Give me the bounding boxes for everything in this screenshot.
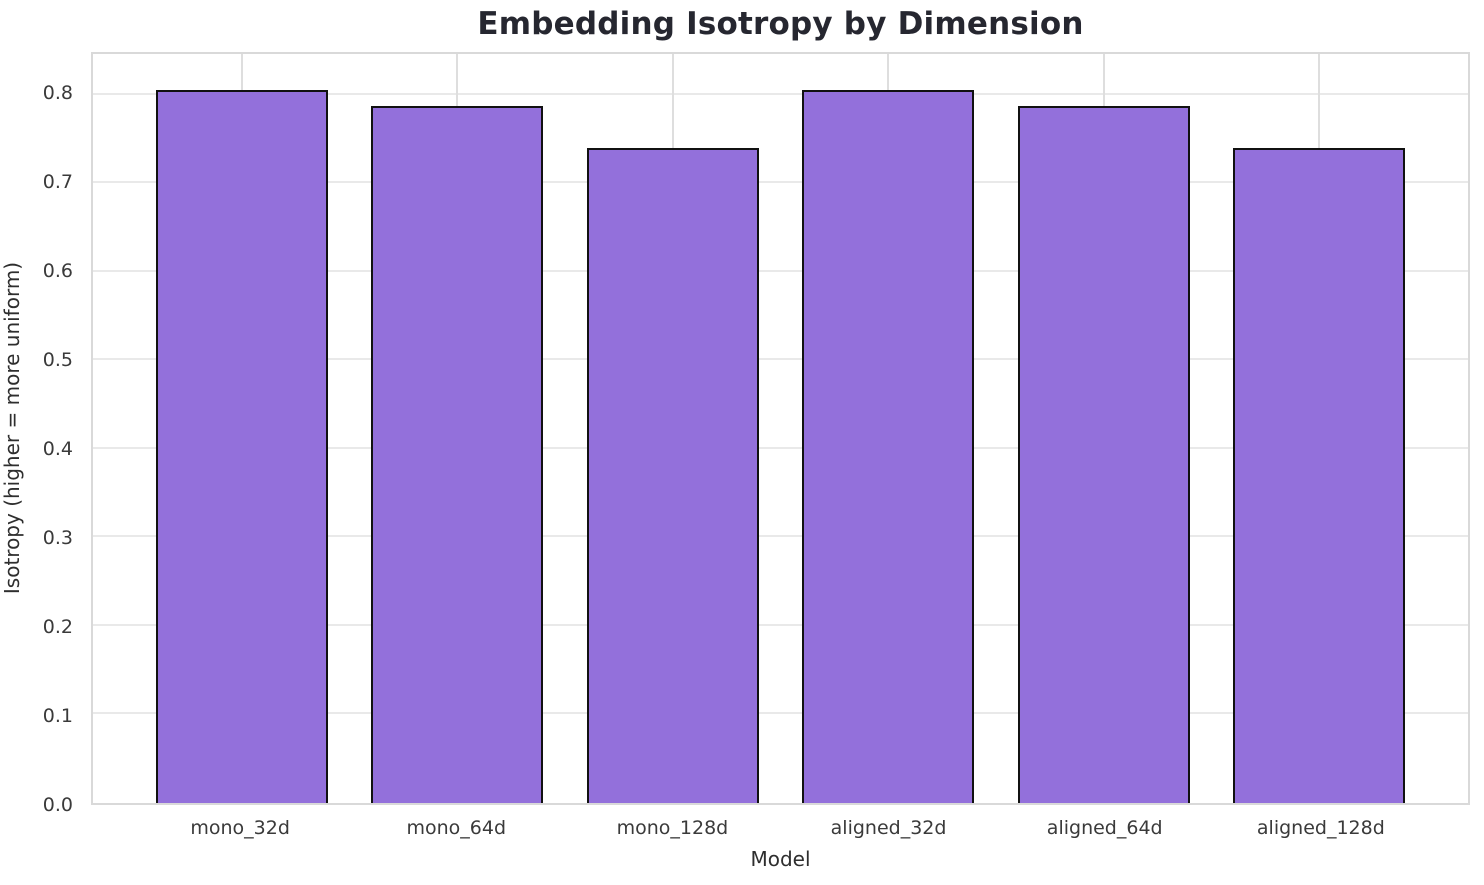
x-tick-label: mono_64d [406,817,507,839]
bar-aligned_32d [802,90,975,803]
y-gridline [93,535,1468,538]
y-tick-label: 0.5 [42,348,73,371]
y-axis-tick-labels: 0.0 0.1 0.2 0.3 0.4 0.5 0.6 0.7 0.8 [0,52,82,815]
x-tick-label: mono_32d [190,817,290,839]
y-gridline [93,446,1468,449]
plot-area [91,52,1470,805]
y-tick-label: 0.8 [42,81,73,104]
x-axis-label: Model [750,847,811,871]
x-tick-label: aligned_32d [830,817,947,839]
x-axis-tick-labels: mono_32d mono_64d mono_128d aligned_32d alig… [91,807,1470,841]
x-tick-label: mono_128d [616,817,729,839]
y-tick-label: 0.2 [42,615,73,638]
bar-aligned_128d [1233,147,1406,803]
y-tick-label: 0.0 [42,794,73,816]
bar-mono_32d [155,90,328,803]
y-tick-label: 0.3 [42,526,73,549]
y-gridline [93,181,1468,184]
y-gridline [93,92,1468,95]
y-gridline [93,623,1468,626]
bar-mono_64d [371,106,544,803]
bar-aligned_64d [1017,106,1190,803]
y-gridline [93,712,1468,715]
y-tick-label: 0.6 [42,259,73,282]
y-gridline [93,358,1468,361]
x-tick-label: aligned_128d [1256,817,1385,839]
y-tick-label: 0.7 [42,170,73,193]
bar-mono_128d [586,147,759,803]
x-tick-label: aligned_64d [1046,817,1163,839]
y-tick-label: 0.4 [42,437,73,460]
y-tick-label: 0.1 [42,704,73,727]
y-gridline [93,269,1468,272]
chart-title: Embedding Isotropy by Dimension [477,6,1084,42]
